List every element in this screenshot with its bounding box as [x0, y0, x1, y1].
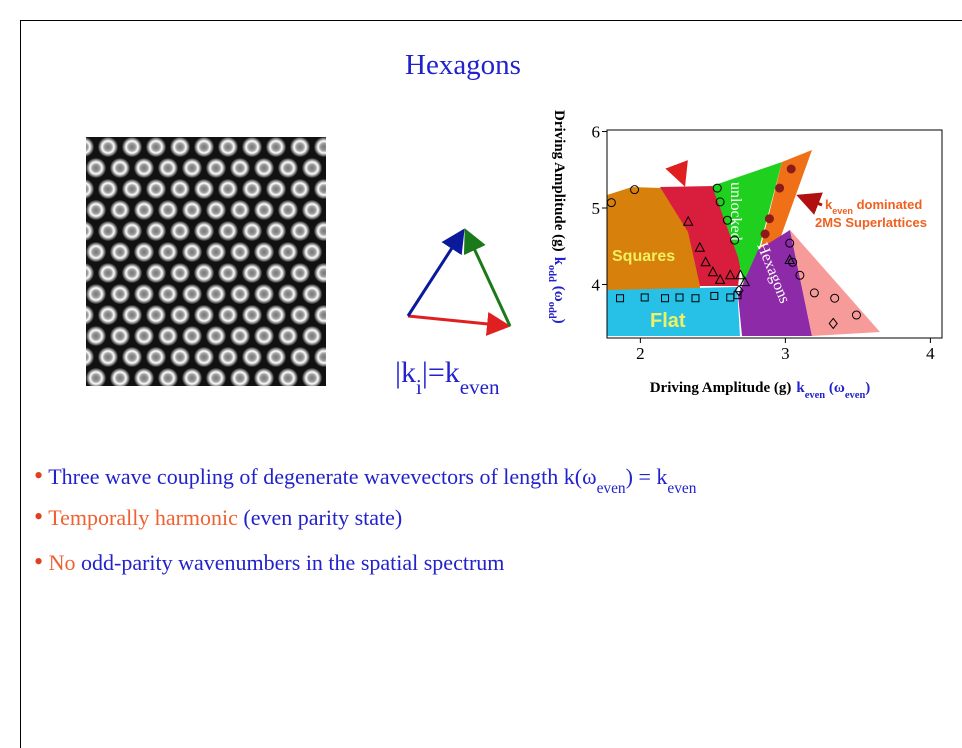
- text: even: [667, 480, 696, 497]
- region-label: unlocked: [727, 182, 744, 241]
- region-label: Flat: [650, 310, 686, 332]
- wave-triangle: [408, 231, 510, 326]
- y-tick-label: 6: [592, 123, 601, 142]
- bullet-item: • Temporally harmonic (even parity state…: [34, 502, 402, 531]
- bullet-item: • No odd-parity wavenumbers in the spati…: [34, 547, 504, 576]
- data-point: [761, 230, 769, 238]
- text: even: [597, 480, 626, 497]
- text: Temporally harmonic: [48, 505, 238, 530]
- text: (even parity state): [243, 505, 402, 530]
- text: |k: [395, 356, 416, 389]
- text: odd: [547, 265, 558, 282]
- text: ): [551, 319, 567, 324]
- text: odd-parity wavenumbers in the spatial sp…: [81, 550, 504, 575]
- text: ) = k: [626, 464, 668, 489]
- slide-title: Hexagons: [405, 49, 521, 81]
- text: even: [460, 375, 500, 399]
- y-tick-label: 4: [592, 275, 601, 294]
- arrow: [408, 316, 508, 326]
- text: odd: [547, 302, 558, 319]
- text: (ω: [825, 380, 845, 396]
- x-axis-label: Driving Amplitude (g)keven (ωeven): [650, 380, 871, 401]
- text: Driving Amplitude (g): [650, 380, 792, 396]
- data-point: [776, 184, 784, 192]
- text: ): [865, 380, 870, 396]
- data-point: [765, 215, 773, 223]
- x-tick-label: 4: [926, 344, 935, 363]
- pattern-image: [86, 137, 326, 386]
- text: dominated: [853, 197, 922, 212]
- annotation-arrow: [678, 168, 684, 184]
- bullet-list: • Three wave coupling of degenerate wave…: [34, 461, 697, 576]
- slide: Hexagons |ki|=keven Driving Amplitude (g…: [0, 0, 962, 748]
- phase-diagram: Squares Flat unlocked Hexagons keven dom…: [592, 123, 943, 363]
- text: 2MS Superlattices: [815, 215, 927, 230]
- x-tick-label: 2: [636, 344, 645, 363]
- x-tick-label: 3: [781, 344, 790, 363]
- text: |=k: [422, 356, 460, 389]
- arrow: [466, 231, 510, 326]
- text: No: [49, 550, 76, 575]
- data-point: [787, 165, 795, 173]
- text: Driving Amplitude (g): [551, 110, 567, 252]
- text: even: [805, 390, 826, 401]
- wave-label: |ki|=keven: [395, 356, 500, 399]
- text: even: [845, 390, 866, 401]
- text: (ω: [551, 282, 567, 302]
- bullet: •: [34, 461, 43, 490]
- text: Three wave coupling of degenerate waveve…: [48, 464, 596, 489]
- text: 2MS Superlattices: [645, 153, 749, 167]
- text: dominated: [671, 137, 735, 151]
- arrow: [408, 231, 463, 316]
- bullet-item: • Three wave coupling of degenerate wave…: [34, 461, 697, 497]
- y-axis-label: Driving Amplitude (g)kodd (ωodd): [547, 110, 568, 324]
- y-tick-label: 5: [592, 199, 601, 218]
- bullet: •: [34, 547, 43, 576]
- page: {"title": "Hexagons", "wave_diagram": {"…: [0, 0, 962, 748]
- region-label: Squares: [612, 248, 675, 265]
- annotation-arrow: [799, 196, 822, 205]
- bullet: •: [34, 502, 43, 531]
